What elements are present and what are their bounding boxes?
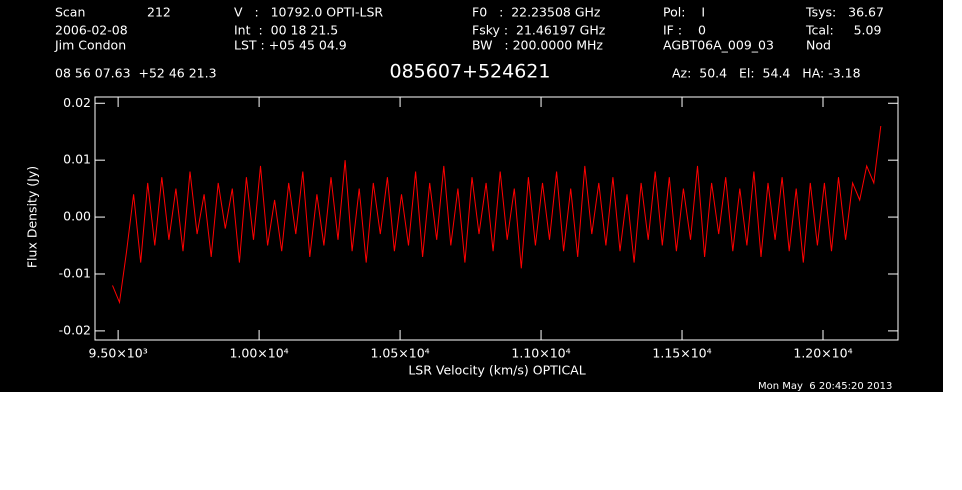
- x-tick-label: 1.05×10⁴: [370, 346, 429, 361]
- scan: 212: [147, 5, 171, 20]
- y-tick-label: 0.01: [63, 152, 91, 167]
- lst: LST : +05 45 04.9: [234, 38, 347, 53]
- tcal: Tcal: 5.09: [805, 23, 881, 38]
- y-tick-label: 0.02: [63, 95, 91, 110]
- plot-background: [0, 0, 943, 392]
- x-tick-label: 1.10×10⁴: [511, 346, 570, 361]
- pol: Pol: I: [663, 5, 705, 20]
- fsky: Fsky : 21.46197 GHz: [472, 23, 606, 38]
- f0: F0 : 22.23508 GHz: [472, 5, 601, 20]
- coords: 08 56 07.63 +52 46 21.3: [55, 66, 217, 81]
- date: 2006-02-08: [55, 23, 128, 38]
- x-axis-label: LSR Velocity (km/s) OPTICAL: [408, 363, 585, 378]
- axes-frame: [94, 96, 899, 341]
- x-tick-label: 1.20×10⁴: [793, 346, 852, 361]
- velocity: V : 10792.0 OPTI-LSR: [234, 5, 383, 20]
- observer: Jim Condon: [54, 38, 126, 53]
- integration: Int : 00 18 21.5: [234, 23, 338, 38]
- y-tick-label: -0.02: [59, 322, 91, 337]
- y-tick-label: 0.00: [63, 209, 91, 224]
- x-tick-label: 1.00×10⁴: [229, 346, 288, 361]
- source: 085607+524621: [390, 61, 551, 83]
- bw: BW : 200.0000 MHz: [472, 38, 603, 53]
- proc: Nod: [806, 38, 831, 53]
- y-axis-label: Flux Density (Jy): [25, 166, 40, 268]
- spectrum-line: [112, 125, 882, 305]
- x-tick-label: 9.50×10³: [89, 346, 148, 361]
- if: IF : 0: [663, 23, 706, 38]
- tsys: Tsys: 36.67: [805, 5, 884, 20]
- y-tick-label: -0.01: [59, 265, 91, 280]
- azel: Az: 50.4 El: 54.4 HA: -3.18: [672, 66, 861, 81]
- scan-label: Scan: [55, 5, 85, 20]
- project: AGBT06A_009_03: [663, 38, 774, 53]
- timestamp: Mon May 6 20:45:20 2013: [758, 381, 892, 392]
- x-tick-label: 1.15×10⁴: [652, 346, 711, 361]
